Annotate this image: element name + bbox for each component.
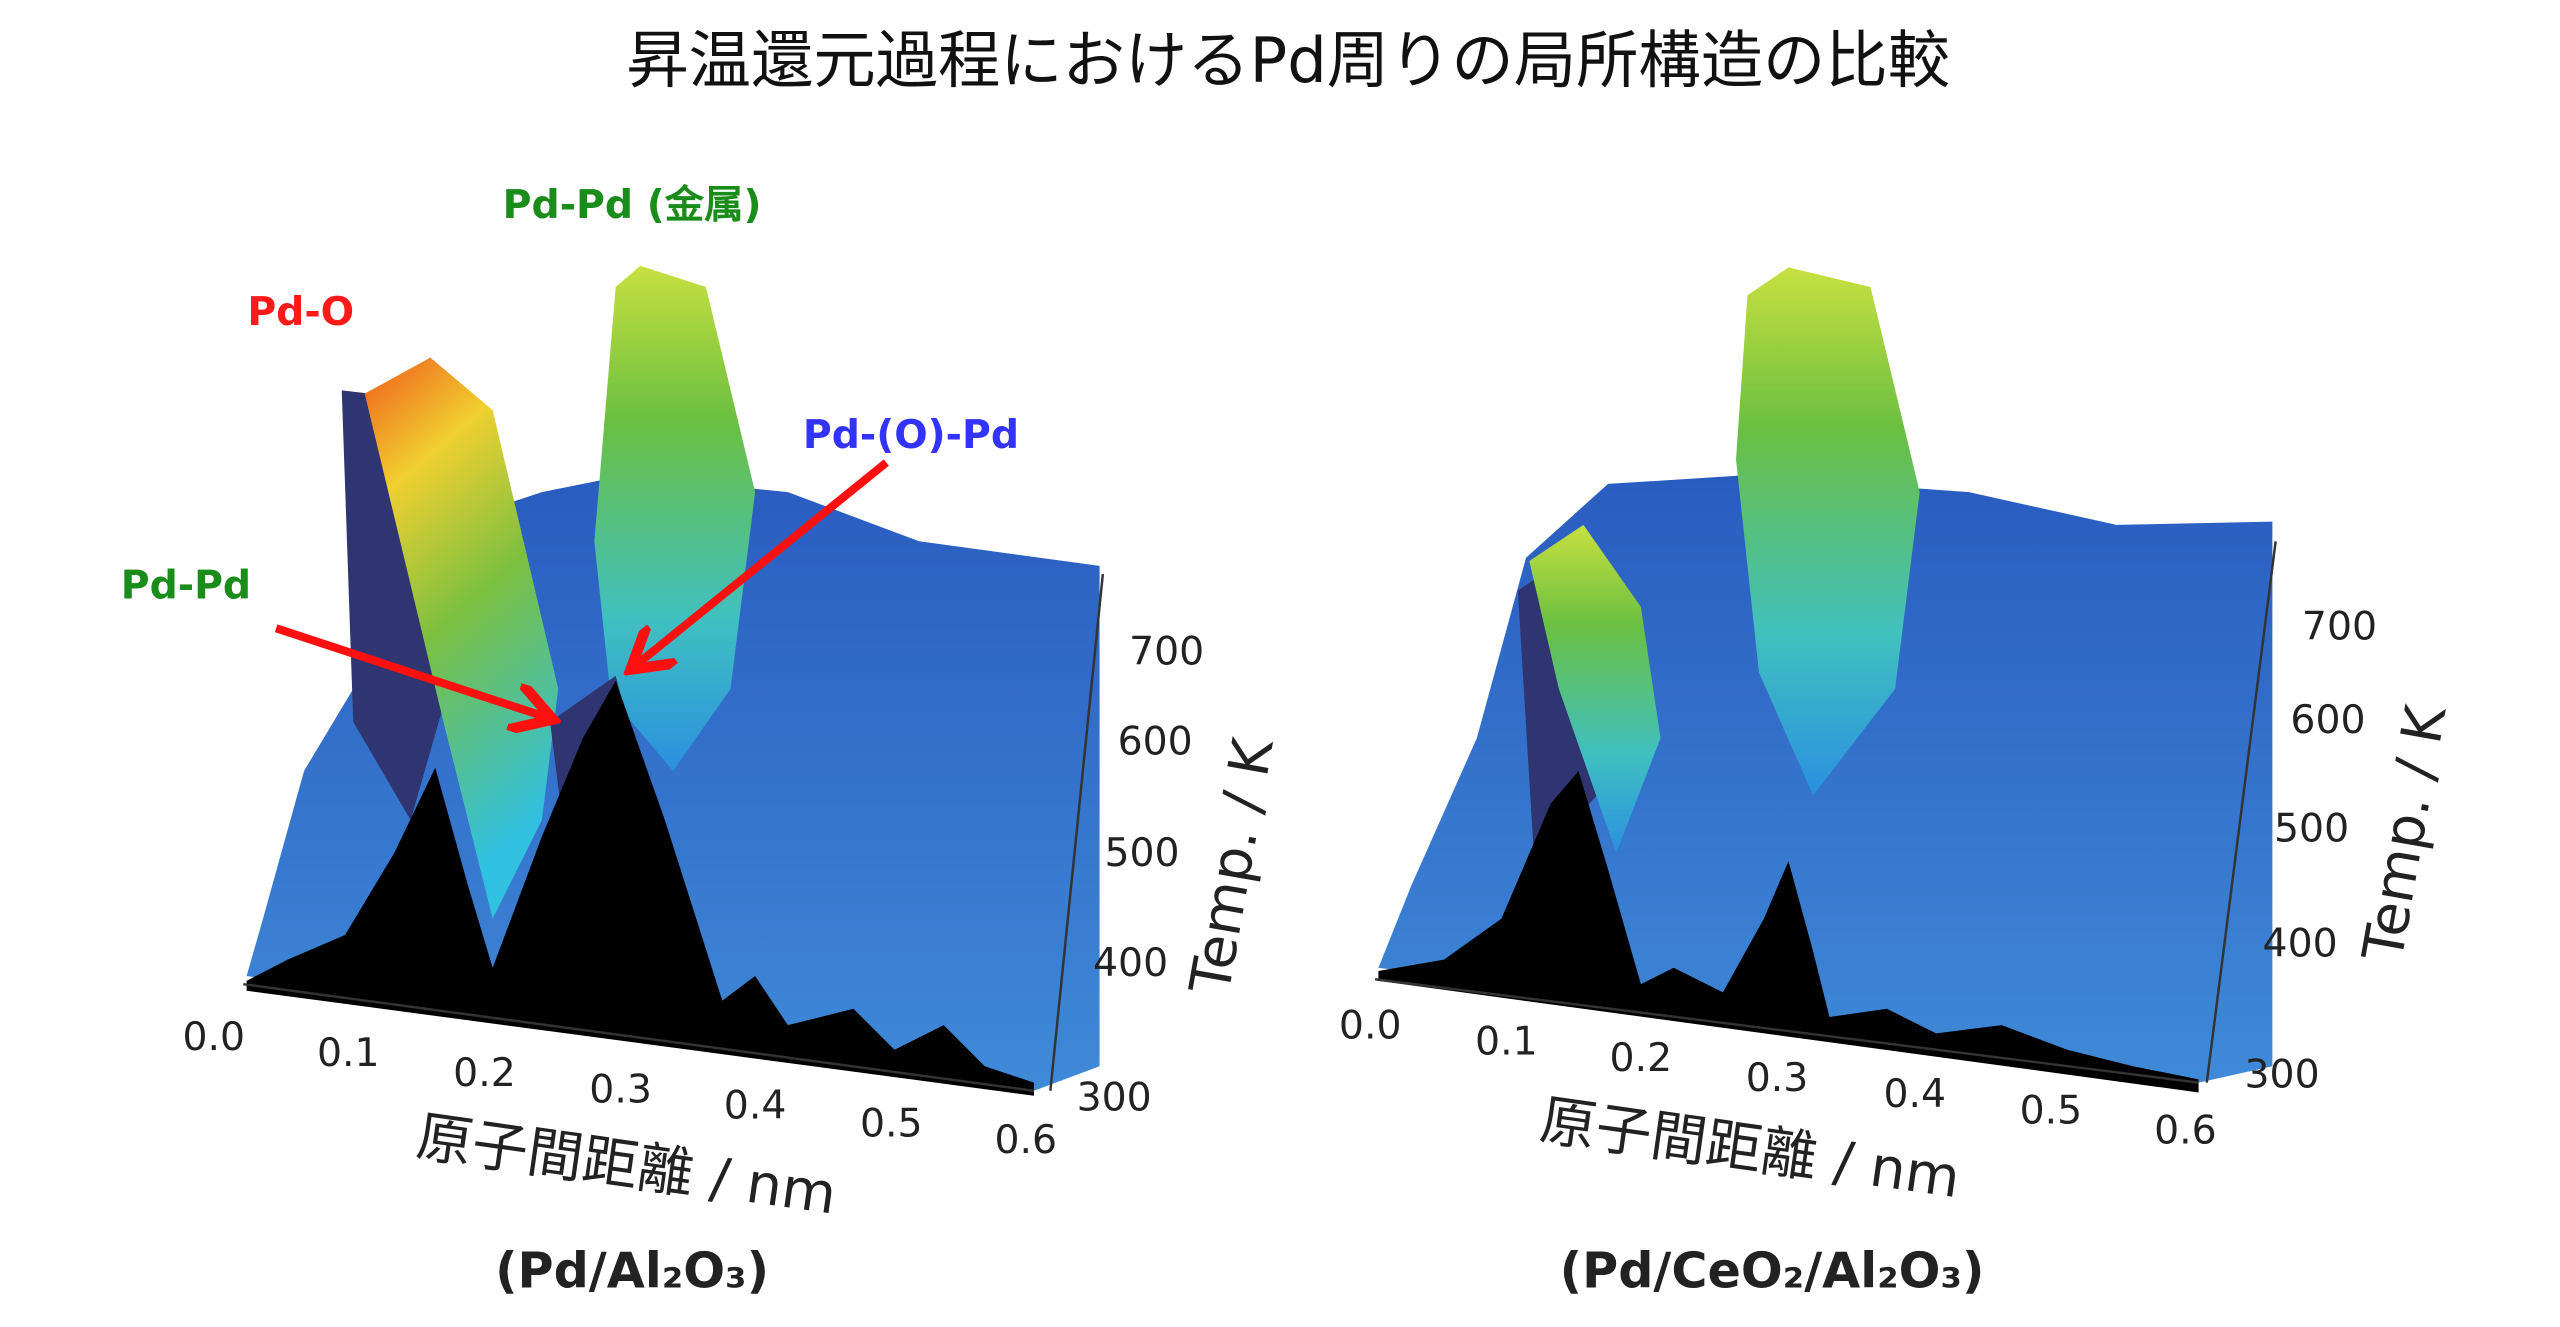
x-tick-label: 0.6: [2154, 1107, 2217, 1153]
surface-ridge-pd-pd-metal: [1736, 267, 1920, 796]
panel-pd-ceo2-al2o3: 0.0 0.1 0.2 0.3 0.4 0.5 0.6 300 400 500 …: [1339, 267, 2460, 1300]
y-tick-label: 300: [2244, 1052, 2319, 1098]
y-tick-label: 300: [1077, 1074, 1152, 1120]
sample-label: (Pd/Al₂O₃): [495, 1242, 769, 1300]
panel-pd-al2o3: 0.0 0.1 0.2 0.3 0.4 0.5 0.6 300 400 500 …: [121, 182, 1287, 1299]
arrow-pd-pd: [274, 624, 545, 717]
x-tick-labels: 0.0 0.1 0.2 0.3 0.4 0.5 0.6: [1339, 1002, 2217, 1153]
y-tick-label: 700: [1129, 628, 1204, 674]
x-tick-label: 0.5: [2020, 1088, 2083, 1134]
x-tick-label: 0.5: [860, 1101, 923, 1147]
surface-ridge-pd-o-side: [341, 390, 444, 821]
y-tick-label: 600: [1118, 719, 1193, 765]
y-tick-label: 500: [1104, 830, 1179, 876]
y-tick-labels: 300 400 500 600 700: [2244, 604, 2377, 1098]
x-tick-labels: 0.0 0.1 0.2 0.3 0.4 0.5 0.6: [183, 1014, 1058, 1163]
x-tick-label: 0.4: [1883, 1071, 1946, 1117]
x-tick-label: 0.2: [1610, 1035, 1673, 1081]
annotation-pd-o: Pd-O: [247, 289, 354, 335]
x-tick-label: 0.2: [453, 1050, 516, 1096]
y-axis-line: [1049, 573, 1105, 1091]
sample-label: (Pd/CeO₂/Al₂O₃): [1560, 1242, 1985, 1300]
arrow-pd-o-pd: [637, 459, 889, 665]
x-tick-label: 0.3: [1746, 1055, 1809, 1101]
annotation-pd-pd-metal: Pd-Pd (金属): [503, 182, 762, 228]
surface-front-slice: [246, 680, 1034, 1096]
surface-front-slice: [1378, 770, 2199, 1093]
surface-ridge-small: [1529, 524, 1661, 853]
y-axis-line: [2205, 541, 2277, 1083]
y-tick-label: 700: [2302, 604, 2377, 650]
y-tick-label: 600: [2290, 697, 2365, 743]
x-tick-label: 0.0: [1339, 1002, 1402, 1048]
x-tick-label: 0.3: [589, 1066, 652, 1112]
figure-title: 昇温還元過程におけるPd周りの局所構造の比較: [626, 24, 1950, 97]
annotation-pd-o-pd: Pd-(O)-Pd: [803, 412, 1019, 458]
y-tick-labels: 300 400 500 600 700: [1077, 628, 1205, 1120]
x-axis-line: [1374, 978, 2199, 1084]
y-tick-label: 500: [2274, 805, 2349, 851]
y-tick-label: 400: [1093, 940, 1168, 986]
annotation-pd-pd: Pd-Pd: [121, 563, 251, 609]
y-tick-label: 400: [2263, 920, 2338, 966]
surface-ridge-pd-o: [364, 357, 559, 919]
y-axis-label: Temp. / K: [2351, 700, 2460, 967]
x-axis-line: [243, 982, 1035, 1093]
x-tick-label: 0.4: [724, 1083, 787, 1129]
x-tick-label: 0.6: [994, 1117, 1057, 1163]
y-axis-label: Temp. / K: [1178, 732, 1287, 999]
x-tick-label: 0.1: [317, 1030, 380, 1076]
x-tick-label: 0.0: [183, 1014, 246, 1060]
x-tick-label: 0.1: [1475, 1019, 1538, 1065]
